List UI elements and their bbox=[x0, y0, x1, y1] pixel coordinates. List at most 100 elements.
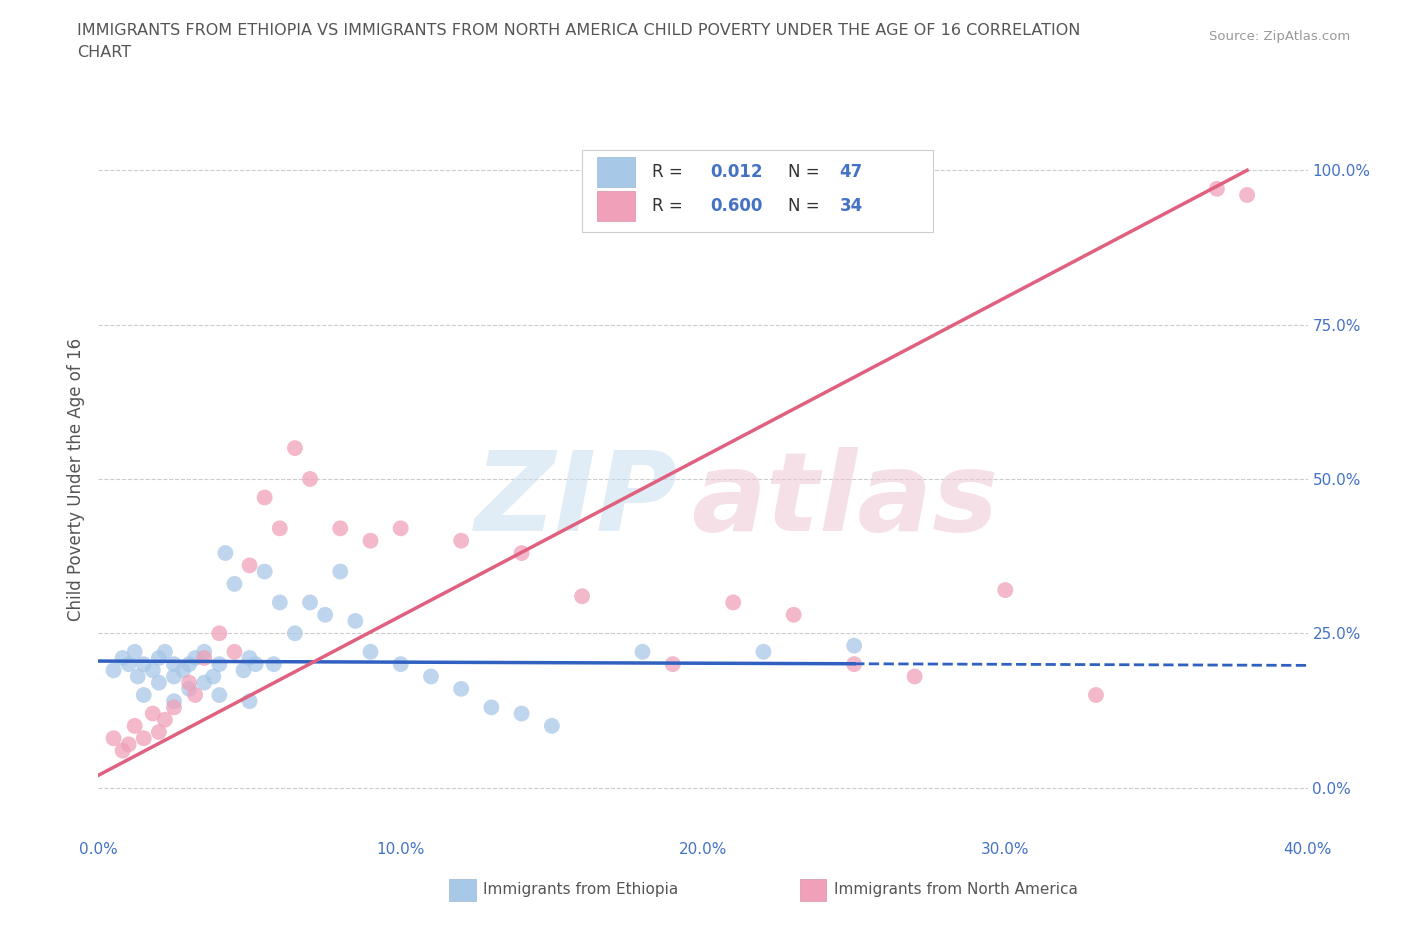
Text: Immigrants from North America: Immigrants from North America bbox=[834, 883, 1077, 897]
Point bbox=[163, 669, 186, 684]
Point bbox=[269, 521, 291, 536]
FancyBboxPatch shape bbox=[800, 879, 827, 901]
Text: Source: ZipAtlas.com: Source: ZipAtlas.com bbox=[1209, 30, 1350, 43]
Point bbox=[118, 657, 141, 671]
Point bbox=[571, 589, 593, 604]
Point bbox=[420, 669, 443, 684]
Point bbox=[224, 577, 246, 591]
Point bbox=[179, 675, 201, 690]
Point bbox=[263, 657, 285, 671]
Point bbox=[1206, 181, 1229, 196]
Point bbox=[118, 737, 141, 751]
Point bbox=[179, 657, 201, 671]
Point bbox=[481, 700, 503, 715]
FancyBboxPatch shape bbox=[449, 879, 475, 901]
Text: R =: R = bbox=[652, 197, 688, 215]
Point bbox=[450, 682, 472, 697]
Point bbox=[132, 657, 155, 671]
Point bbox=[253, 565, 276, 579]
Point bbox=[510, 546, 533, 561]
Point bbox=[239, 558, 262, 573]
Point bbox=[284, 441, 307, 456]
Point bbox=[299, 472, 322, 486]
Point bbox=[239, 651, 262, 666]
Point bbox=[661, 657, 683, 671]
FancyBboxPatch shape bbox=[582, 150, 932, 232]
Point bbox=[193, 644, 215, 659]
Point bbox=[132, 731, 155, 746]
Text: 0.012: 0.012 bbox=[710, 164, 762, 181]
Point bbox=[153, 644, 176, 659]
Point bbox=[994, 582, 1017, 597]
Point bbox=[172, 663, 194, 678]
Point bbox=[208, 626, 231, 641]
Point bbox=[184, 651, 207, 666]
Point bbox=[540, 719, 562, 734]
Point bbox=[344, 614, 367, 629]
Point bbox=[148, 675, 170, 690]
Point bbox=[224, 644, 246, 659]
Point bbox=[631, 644, 654, 659]
Point bbox=[329, 521, 352, 536]
Point bbox=[179, 682, 201, 697]
Point bbox=[510, 706, 533, 721]
FancyBboxPatch shape bbox=[596, 157, 636, 188]
Point bbox=[450, 533, 472, 548]
Point bbox=[1085, 687, 1108, 702]
Point bbox=[127, 669, 149, 684]
Point bbox=[202, 669, 225, 684]
Text: R =: R = bbox=[652, 164, 688, 181]
Point bbox=[163, 700, 186, 715]
Point bbox=[284, 626, 307, 641]
Point bbox=[1236, 188, 1258, 203]
Point bbox=[269, 595, 291, 610]
Point bbox=[163, 657, 186, 671]
FancyBboxPatch shape bbox=[596, 191, 636, 221]
Text: 0.600: 0.600 bbox=[710, 197, 762, 215]
Point bbox=[245, 657, 267, 671]
Point bbox=[329, 565, 352, 579]
Point bbox=[239, 694, 262, 709]
Point bbox=[389, 657, 412, 671]
Point bbox=[904, 669, 927, 684]
Point bbox=[314, 607, 336, 622]
Text: 47: 47 bbox=[839, 164, 863, 181]
Point bbox=[111, 651, 134, 666]
Point bbox=[193, 651, 215, 666]
Point bbox=[184, 687, 207, 702]
Point bbox=[124, 644, 146, 659]
Point bbox=[103, 663, 125, 678]
Point bbox=[193, 675, 215, 690]
Text: Immigrants from Ethiopia: Immigrants from Ethiopia bbox=[482, 883, 678, 897]
Point bbox=[124, 719, 146, 734]
Text: ZIP: ZIP bbox=[475, 447, 679, 554]
Text: N =: N = bbox=[787, 164, 824, 181]
Point bbox=[111, 743, 134, 758]
Point bbox=[360, 533, 382, 548]
Point bbox=[148, 724, 170, 739]
Point bbox=[723, 595, 745, 610]
Point bbox=[783, 607, 806, 622]
Point bbox=[299, 595, 322, 610]
Point bbox=[153, 712, 176, 727]
Point bbox=[253, 490, 276, 505]
Point bbox=[142, 663, 165, 678]
Point bbox=[103, 731, 125, 746]
Point bbox=[752, 644, 775, 659]
Point bbox=[360, 644, 382, 659]
Point bbox=[163, 694, 186, 709]
Text: CHART: CHART bbox=[77, 45, 131, 60]
Text: atlas: atlas bbox=[690, 447, 998, 554]
Point bbox=[142, 706, 165, 721]
Point bbox=[844, 657, 866, 671]
Text: IMMIGRANTS FROM ETHIOPIA VS IMMIGRANTS FROM NORTH AMERICA CHILD POVERTY UNDER TH: IMMIGRANTS FROM ETHIOPIA VS IMMIGRANTS F… bbox=[77, 23, 1081, 38]
Point bbox=[208, 657, 231, 671]
Text: 34: 34 bbox=[839, 197, 863, 215]
Point bbox=[208, 687, 231, 702]
Point bbox=[214, 546, 236, 561]
Point bbox=[389, 521, 412, 536]
Point bbox=[148, 651, 170, 666]
Point bbox=[844, 638, 866, 653]
Point bbox=[232, 663, 254, 678]
Text: N =: N = bbox=[787, 197, 824, 215]
